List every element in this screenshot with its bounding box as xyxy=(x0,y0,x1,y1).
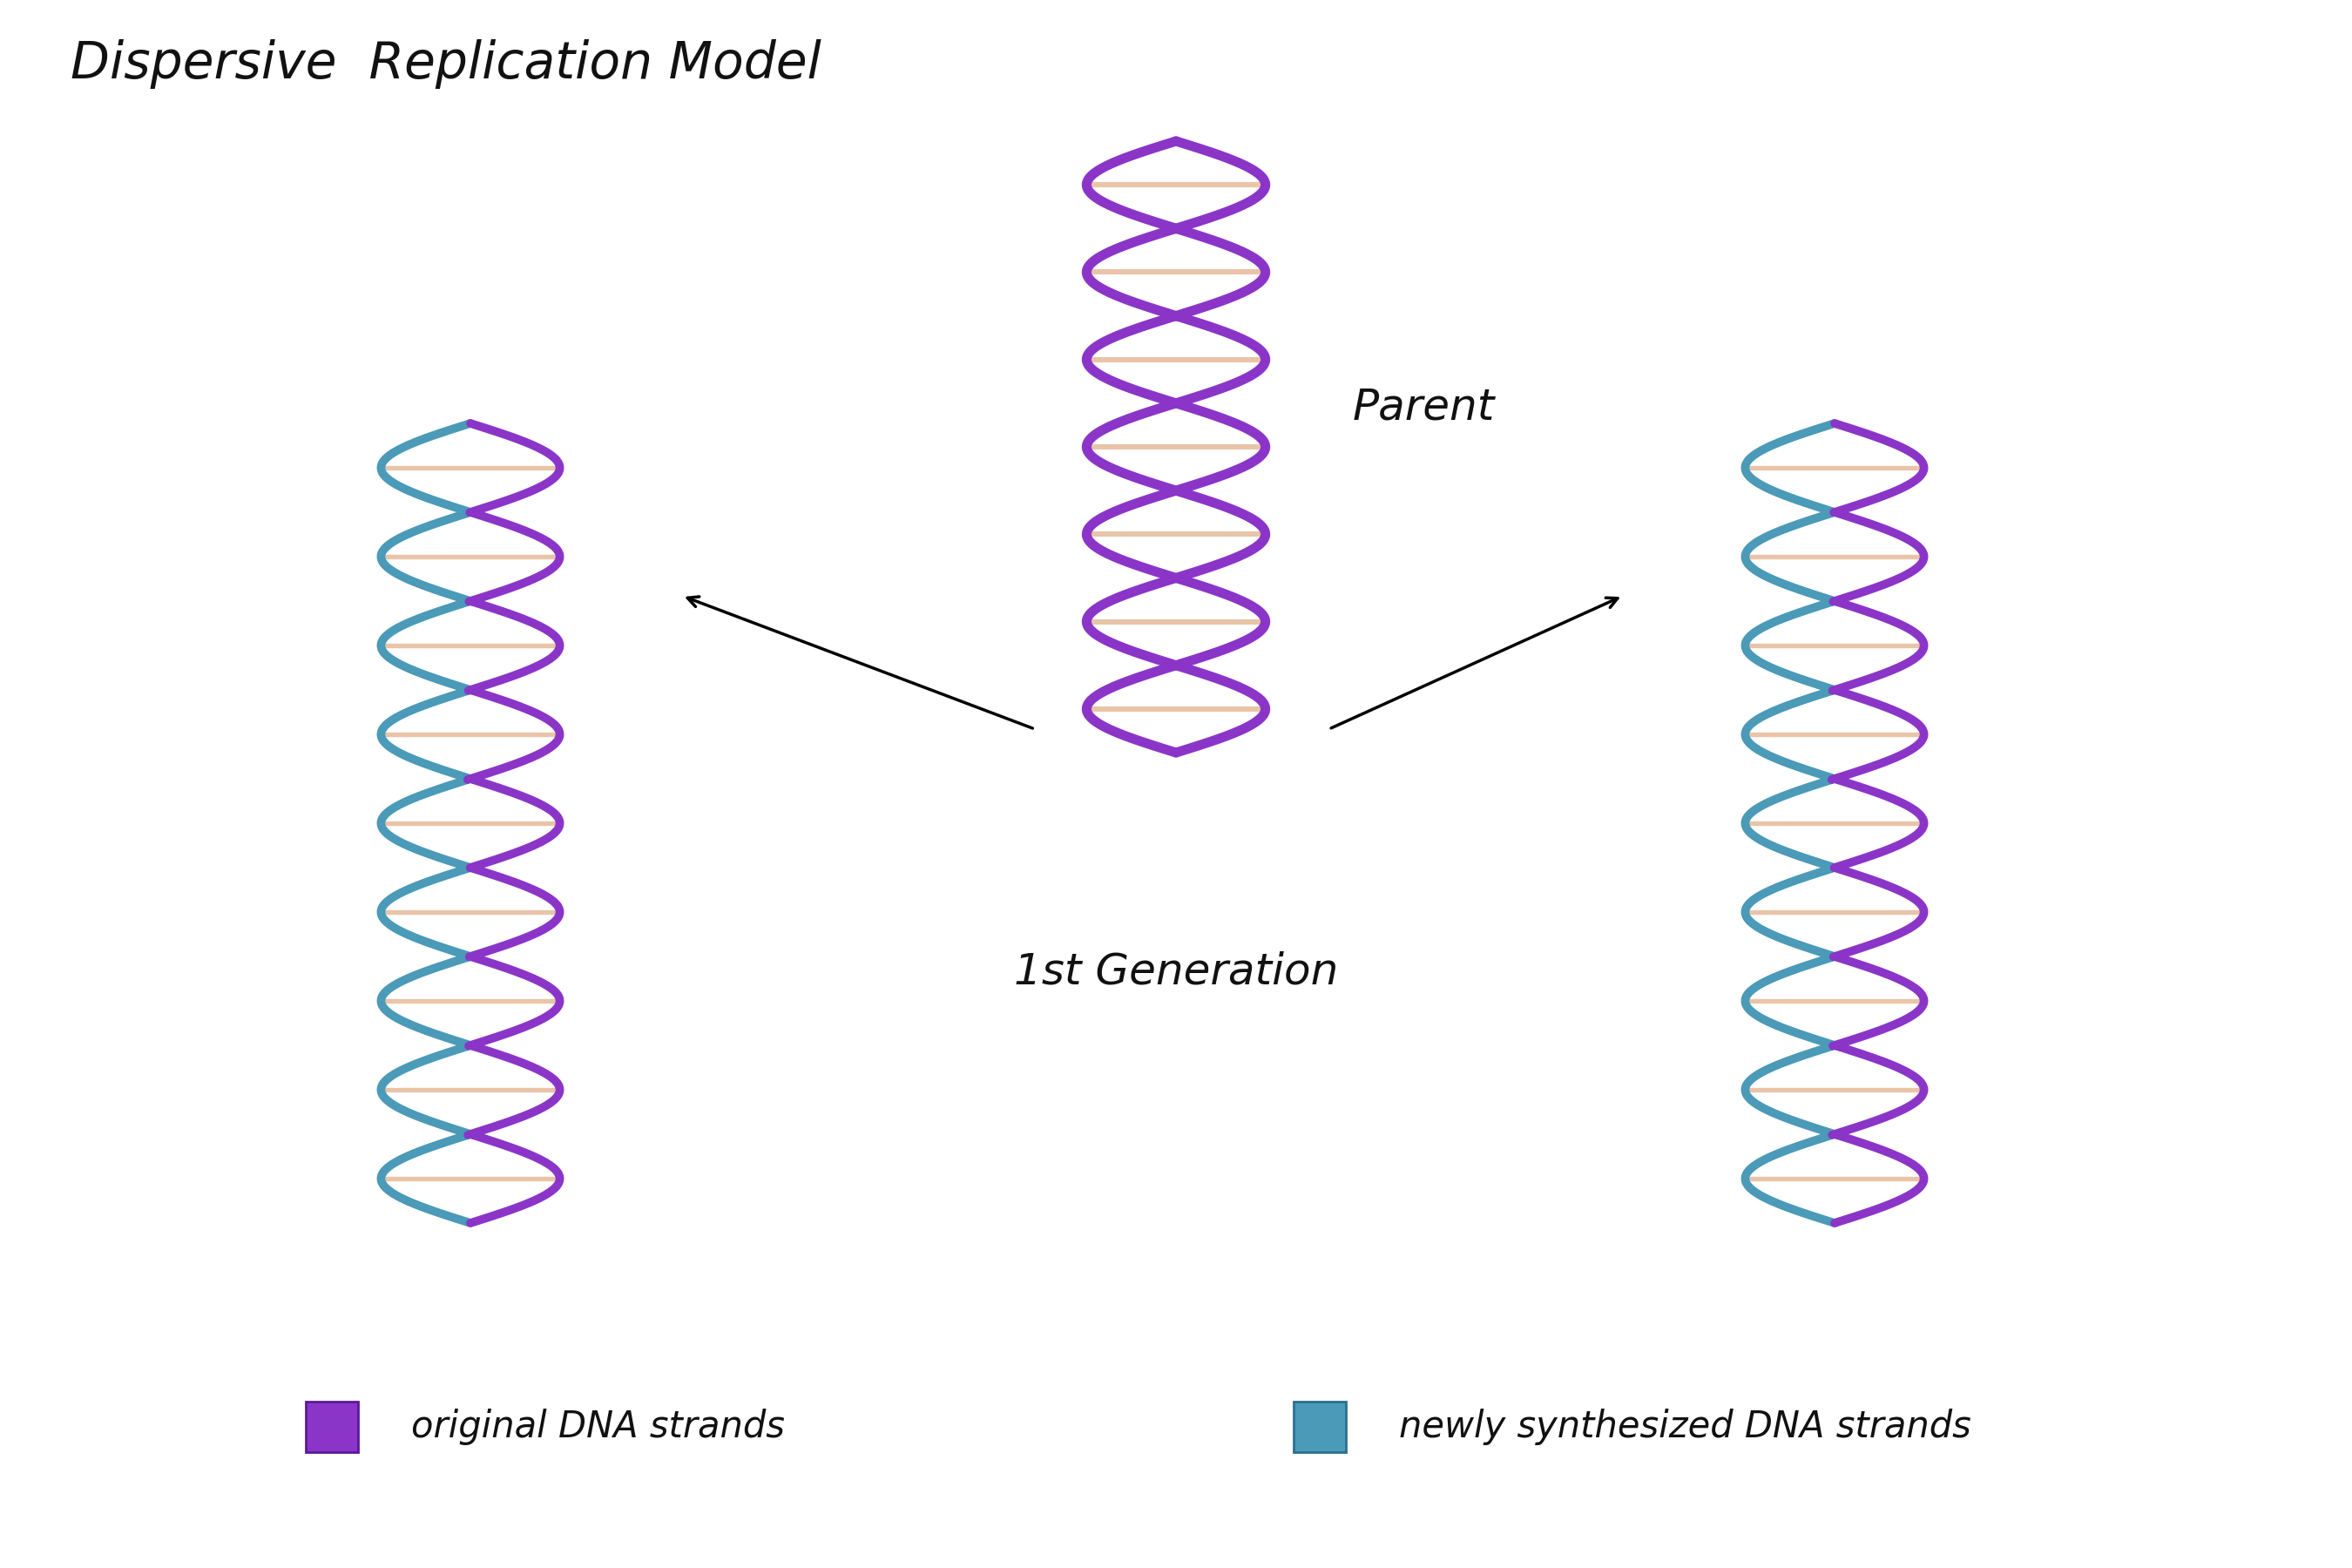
Text: 1st Generation: 1st Generation xyxy=(1014,952,1338,993)
Text: original DNA strands: original DNA strands xyxy=(412,1408,786,1446)
Text: newly synthesized DNA strands: newly synthesized DNA strands xyxy=(1399,1408,1971,1446)
FancyBboxPatch shape xyxy=(306,1402,358,1452)
Text: Dispersive  Replication Model: Dispersive Replication Model xyxy=(71,39,821,89)
Text: Parent: Parent xyxy=(1352,387,1496,428)
FancyBboxPatch shape xyxy=(1294,1402,1345,1452)
